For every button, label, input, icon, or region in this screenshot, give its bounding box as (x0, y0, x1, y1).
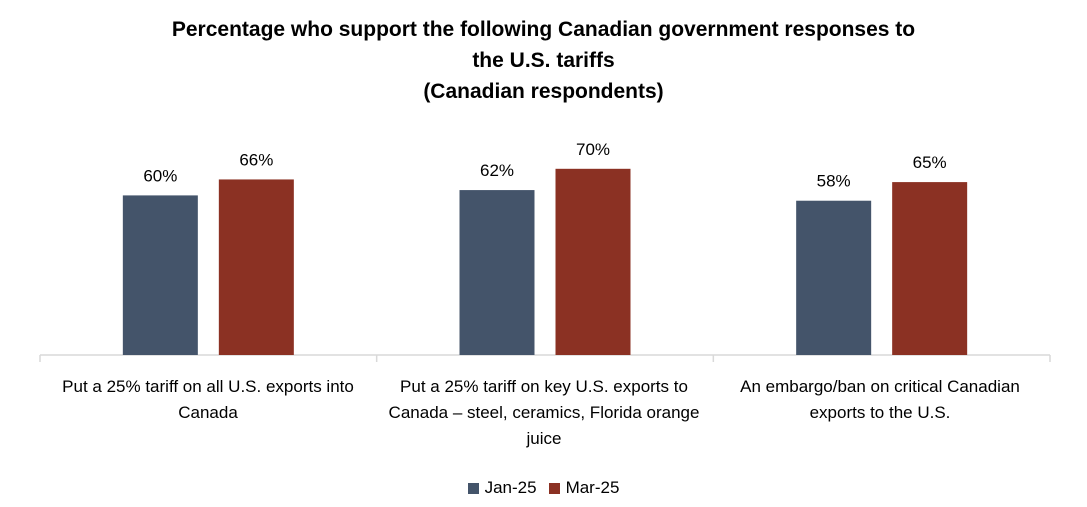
bar-jan-25-cat3 (796, 201, 871, 355)
category-label-1: Put a 25% tariff on all U.S. exports int… (43, 374, 373, 426)
data-label-jan-25-cat2: 62% (480, 161, 514, 180)
data-label-mar-25-cat1: 66% (239, 150, 273, 169)
legend-item-jan-25: Jan-25 (468, 478, 537, 498)
bar-mar-25-cat1 (219, 179, 294, 355)
bar-jan-25-cat2 (460, 190, 535, 355)
legend-swatch-jan-25 (468, 483, 479, 494)
category-label-2: Put a 25% tariff on key U.S. exports to … (379, 374, 709, 452)
bar-mar-25-cat3 (892, 182, 967, 355)
data-label-jan-25-cat1: 60% (143, 166, 177, 185)
bar-jan-25-cat1 (123, 195, 198, 355)
data-label-jan-25-cat3: 58% (817, 172, 851, 191)
legend-item-mar-25: Mar-25 (549, 478, 620, 498)
legend: Jan-25 Mar-25 (0, 478, 1087, 498)
legend-label-jan-25: Jan-25 (485, 478, 537, 498)
legend-swatch-mar-25 (549, 483, 560, 494)
category-label-3: An embargo/ban on critical Canadian expo… (715, 374, 1045, 426)
bar-mar-25-cat2 (556, 169, 631, 355)
data-label-mar-25-cat2: 70% (576, 140, 610, 159)
data-label-mar-25-cat3: 65% (913, 153, 947, 172)
legend-label-mar-25: Mar-25 (566, 478, 620, 498)
